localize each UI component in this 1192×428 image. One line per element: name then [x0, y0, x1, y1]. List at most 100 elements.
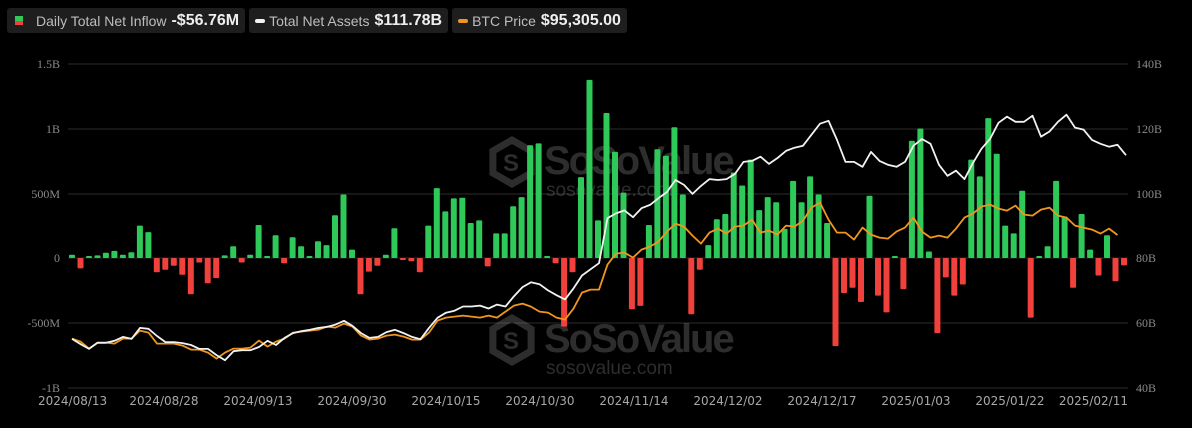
x-axis-tick: 2024/12/17	[787, 394, 856, 408]
inflow-bar	[875, 258, 881, 296]
inflow-bar	[934, 258, 941, 334]
inflow-bar	[1061, 216, 1068, 258]
inflow-bar	[221, 255, 228, 258]
x-axis-tick: 2024/10/15	[411, 394, 480, 408]
inflow-bar	[442, 211, 449, 258]
inflow-bar	[349, 249, 355, 258]
legend-item-net-assets[interactable]: Total Net Assets $111.78B	[249, 8, 449, 33]
inflow-bar	[425, 225, 432, 258]
inflow-bar	[739, 185, 746, 258]
inflow-bar	[391, 228, 398, 258]
line-swatch-icon	[458, 18, 469, 23]
inflow-bar	[357, 258, 364, 295]
inflow-bar	[1036, 256, 1043, 258]
inflow-bar	[841, 258, 847, 293]
x-axis-tick: 2024/09/30	[317, 394, 386, 408]
inflow-bar	[315, 241, 321, 258]
inflow-bar	[730, 172, 737, 258]
x-axis-tick: 2025/01/22	[975, 394, 1044, 408]
inflow-bar	[586, 79, 593, 259]
left-axis-tick: 1.5B	[37, 57, 60, 71]
inflow-bar	[824, 223, 831, 258]
svg-text:SoSoValue: SoSoValue	[544, 139, 733, 183]
inflow-bar	[255, 225, 262, 258]
inflow-bar	[1121, 258, 1127, 266]
legend-value: -$56.76M	[171, 11, 240, 29]
inflow-bar	[925, 251, 932, 258]
inflow-bar	[722, 214, 729, 258]
inflow-bar	[170, 258, 177, 266]
inflow-bar	[1019, 190, 1026, 258]
gridlines	[68, 63, 1128, 389]
x-axis-tick: 2024/09/13	[223, 394, 292, 408]
inflow-bar	[527, 145, 534, 258]
legend-label: Daily Total Net Inflow	[36, 12, 167, 29]
inflow-bar	[968, 159, 975, 258]
inflow-bar	[628, 258, 635, 310]
series-lines	[71, 113, 1127, 362]
legend-item-btc-price[interactable]: BTC Price $95,305.00	[452, 8, 627, 33]
inflow-bar	[1053, 180, 1060, 258]
inflow-bar	[230, 246, 237, 258]
inflow-bar	[450, 198, 457, 258]
line-swatch-icon	[255, 18, 266, 23]
net-assets-line	[71, 113, 1127, 362]
inflow-bar	[688, 258, 695, 315]
left-axis-tick: 0	[54, 251, 60, 265]
inflow-bar	[111, 250, 118, 258]
left-axis-tick: -500M	[27, 316, 60, 330]
inflow-bar	[773, 202, 780, 258]
inflow-bar	[476, 220, 483, 258]
inflow-bar	[561, 258, 568, 327]
inflow-bar	[289, 237, 296, 258]
legend-label: BTC Price	[472, 12, 536, 29]
inflow-bar	[747, 159, 754, 258]
x-axis-tick: 2024/08/13	[38, 394, 107, 408]
inflow-bar	[162, 258, 169, 270]
inflow-bar	[298, 246, 305, 258]
inflow-bar	[272, 235, 279, 258]
inflow-bar	[77, 258, 84, 269]
inflow-bar	[128, 252, 135, 258]
inflow-bar	[849, 258, 856, 288]
inflow-bar	[1078, 214, 1085, 258]
inflow-bar	[69, 254, 75, 258]
inflow-bar	[264, 256, 271, 258]
inflow-bar	[459, 197, 466, 258]
inflow-bar	[951, 258, 958, 296]
inflow-bar	[612, 151, 618, 258]
inflow-bar	[891, 256, 898, 258]
inflow-bar	[552, 258, 559, 264]
inflow-bar	[484, 258, 491, 267]
inflow-bar	[416, 258, 423, 273]
legend-value: $95,305.00	[540, 11, 621, 29]
inflow-bar	[637, 258, 644, 306]
x-axis-tick: 2025/01/03	[881, 394, 950, 408]
inflow-bar	[204, 258, 211, 284]
inflow-bar	[1112, 258, 1119, 282]
inflow-bar	[985, 118, 992, 258]
inflow-bar	[94, 255, 101, 258]
left-axis-tick: 500M	[31, 187, 60, 201]
right-axis-tick: 120B	[1136, 122, 1162, 136]
inflow-bar	[136, 225, 143, 258]
inflow-bar	[671, 127, 678, 258]
inflow-bars	[69, 79, 1127, 347]
inflow-bar	[544, 256, 551, 258]
inflow-bar	[883, 258, 890, 313]
inflow-bar	[756, 210, 763, 258]
x-axis-tick: 2024/12/02	[693, 394, 762, 408]
legend-item-net-inflow[interactable]: Daily Total Net Inflow -$56.76M	[7, 8, 246, 33]
right-axis-tick: 100B	[1136, 187, 1162, 201]
inflow-bar	[705, 245, 712, 259]
inflow-bar	[119, 254, 126, 258]
inflow-bar	[1095, 258, 1102, 276]
right-axis-tick: 40B	[1136, 381, 1156, 395]
inflow-bar	[382, 254, 389, 258]
chart-legend: Daily Total Net Inflow -$56.76M Total Ne…	[7, 8, 627, 33]
inflow-bar	[959, 258, 966, 285]
left-axis-tick: -1B	[42, 381, 60, 395]
inflow-bar	[247, 254, 254, 258]
inflow-bar	[866, 195, 873, 258]
